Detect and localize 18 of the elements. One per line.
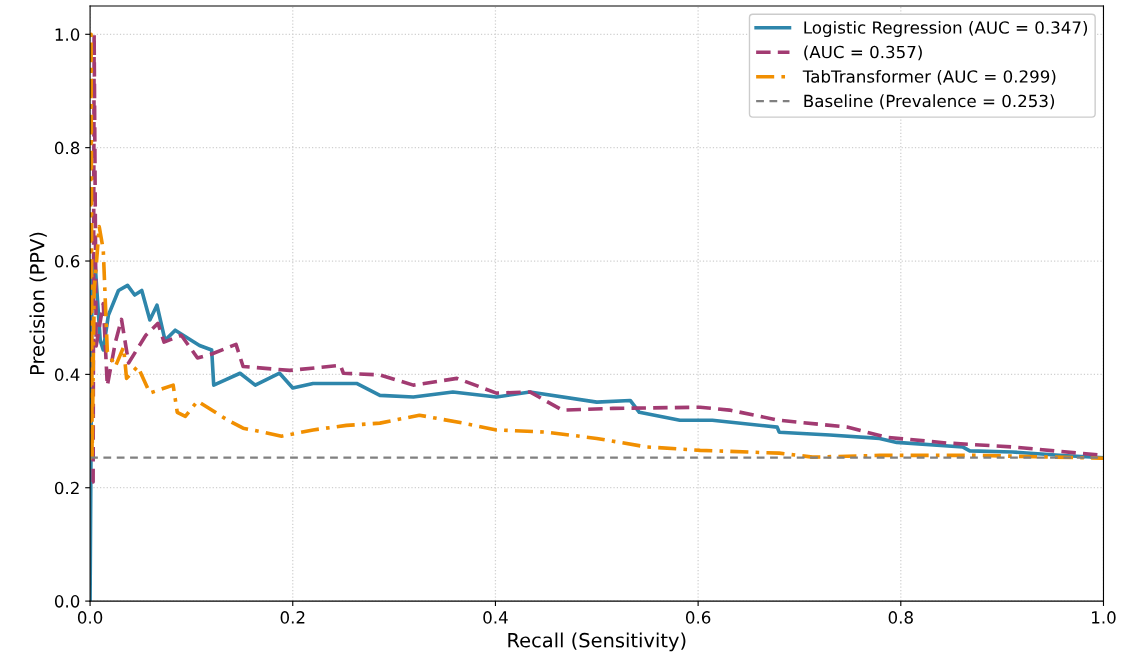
y-tick-label: 0.0 bbox=[54, 595, 80, 608]
legend-label: Logistic Regression (AUC = 0.347) bbox=[804, 20, 1088, 38]
x-tick-label: 0.4 bbox=[483, 611, 508, 624]
x-tick-label: 0.8 bbox=[888, 611, 913, 624]
legend-label: Baseline (Prevalence = 0.253) bbox=[804, 94, 1055, 110]
x-tick-label: 1.0 bbox=[1092, 611, 1116, 624]
legend-label: (AUC = 0.357) bbox=[804, 45, 922, 61]
legend-label: TabTransformer (AUC = 0.299) bbox=[802, 69, 1056, 85]
y-tick-label: 0.4 bbox=[54, 368, 80, 381]
x-axis-title: Recall (Sensitivity) bbox=[508, 632, 686, 652]
y-tick-label: 0.6 bbox=[54, 254, 80, 268]
y-tick-label: 0.8 bbox=[54, 141, 80, 155]
y-tick-label: 1.0 bbox=[55, 28, 80, 41]
y-tick-label: 0.2 bbox=[54, 481, 79, 495]
x-tick-label: 0.2 bbox=[280, 611, 305, 624]
y-axis-title: Precision (PPV) bbox=[29, 232, 47, 375]
x-tick-label: 0.0 bbox=[77, 611, 103, 624]
x-tick-label: 0.6 bbox=[685, 611, 711, 624]
